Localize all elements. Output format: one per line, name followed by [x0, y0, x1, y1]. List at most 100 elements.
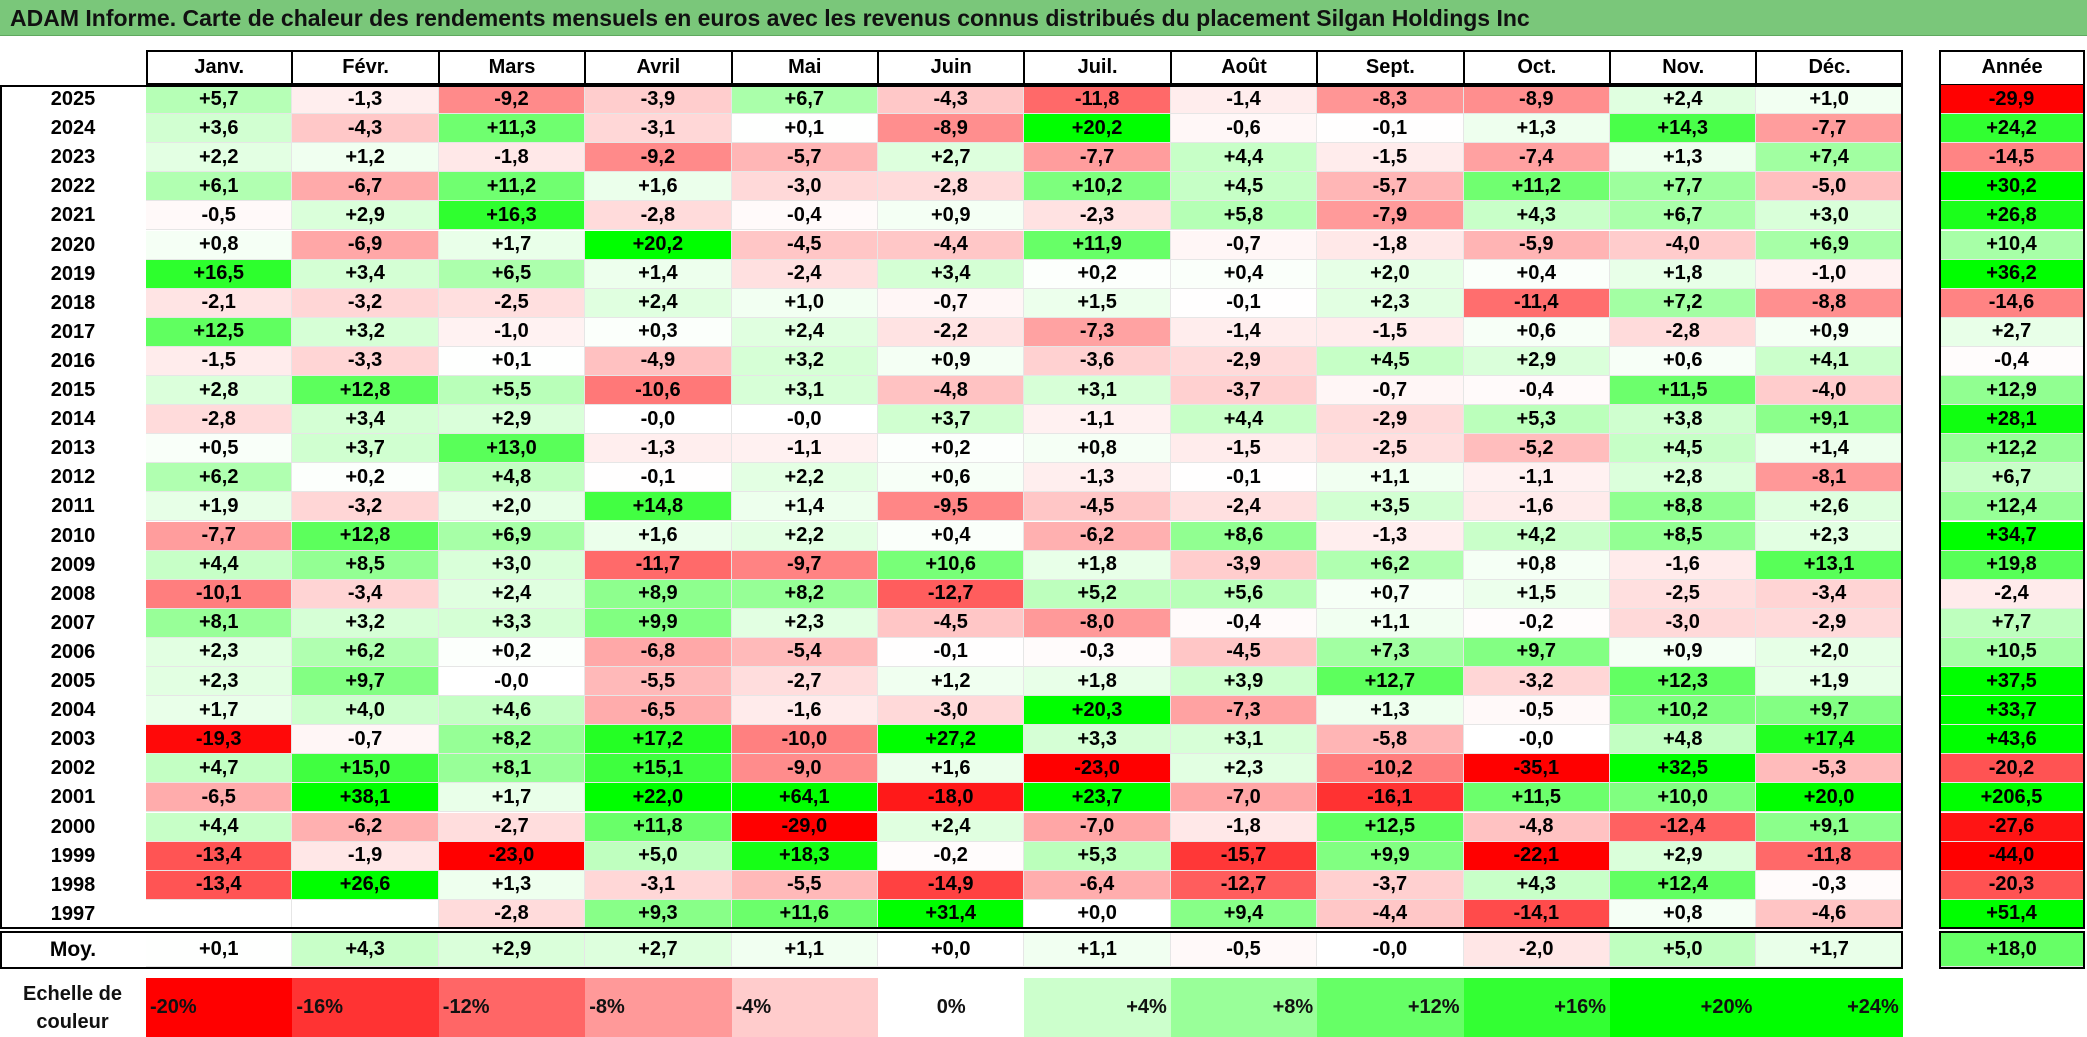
- heatmap-cell: +2,2: [731, 521, 878, 551]
- heatmap-cell: +6,2: [292, 637, 439, 667]
- heatmap-cell: +4,5: [1610, 434, 1757, 464]
- color-scale-stop: +24%: [1756, 978, 1903, 1037]
- heatmap-cell: -4,3: [878, 85, 1025, 115]
- heatmap-cell: -0,1: [585, 463, 732, 493]
- heatmap-cell: +3,0: [1756, 201, 1903, 231]
- annual-cell: -14,5: [1939, 143, 2085, 173]
- annual-cell: +12,4: [1939, 492, 2085, 522]
- heatmap-cell: -2,1: [146, 288, 293, 318]
- year-label: 2015: [0, 376, 146, 406]
- heatmap-cell: -0,1: [1170, 288, 1318, 318]
- heatmap-cell: +12,7: [1317, 667, 1464, 697]
- heatmap-cell: -5,8: [1317, 725, 1464, 755]
- heatmap-cell: +2,3: [146, 637, 293, 667]
- heatmap-cell: -4,3: [292, 114, 439, 144]
- heatmap-cell: +2,0: [1317, 259, 1464, 289]
- heatmap-cell: +17,4: [1756, 725, 1903, 755]
- heatmap-cell: +6,2: [146, 463, 293, 493]
- average-cell: +5,0: [1610, 932, 1757, 967]
- heatmap-cell: +11,9: [1024, 230, 1171, 260]
- heatmap-cell: -15,7: [1170, 841, 1318, 871]
- heatmap-cell: -13,4: [146, 841, 293, 871]
- heatmap-cell: +9,7: [1463, 637, 1610, 667]
- heatmap-cell: -11,7: [585, 550, 732, 580]
- heatmap-cell: -5,9: [1463, 230, 1610, 260]
- annual-cell: -20,2: [1939, 754, 2085, 784]
- heatmap-cell: +5,3: [1024, 841, 1171, 871]
- heatmap-cell: [146, 899, 293, 929]
- heatmap-cell: -1,5: [146, 346, 293, 376]
- heatmap-cell: -6,9: [292, 230, 439, 260]
- heatmap-cell: -35,1: [1463, 754, 1610, 784]
- heatmap-cell: +0,2: [878, 434, 1025, 464]
- heatmap-cell: +0,4: [1170, 259, 1318, 289]
- average-cell: +2,7: [585, 932, 732, 967]
- heatmap-cell: -14,1: [1463, 899, 1610, 929]
- year-label: 2004: [0, 696, 146, 726]
- heatmap-cell: +4,4: [1170, 143, 1318, 173]
- heatmap-cell: +8,5: [1610, 521, 1757, 551]
- column-header: Nov.: [1610, 50, 1757, 85]
- heatmap-cell: +1,2: [878, 667, 1025, 697]
- heatmap-cell: +1,2: [292, 143, 439, 173]
- heatmap-cell: -2,4: [1170, 492, 1318, 522]
- heatmap-cell: +3,8: [1610, 405, 1757, 435]
- heatmap-cell: -1,4: [1170, 85, 1318, 115]
- heatmap-cell: +4,2: [1463, 521, 1610, 551]
- color-scale-stop: -20%: [146, 978, 293, 1037]
- heatmap-cell: +0,6: [1463, 317, 1610, 347]
- heatmap-cell: -0,7: [878, 288, 1025, 318]
- year-label: 1999: [0, 841, 146, 871]
- annual-cell: +10,5: [1939, 637, 2085, 667]
- heatmap-cell: +2,3: [1317, 288, 1464, 318]
- heatmap-cell: +2,4: [731, 317, 878, 347]
- heatmap-cell: -0,6: [1170, 114, 1318, 144]
- color-scale-stop: -8%: [585, 978, 732, 1037]
- heatmap-cell: -7,9: [1317, 201, 1464, 231]
- annual-cell: +6,7: [1939, 463, 2085, 493]
- average-annual-cell: +18,0: [1939, 932, 2085, 967]
- heatmap-cell: +8,9: [585, 579, 732, 609]
- heatmap-cell: -10,6: [585, 376, 732, 406]
- heatmap-cell: +2,4: [438, 579, 586, 609]
- heatmap-cell: -0,2: [1463, 608, 1610, 638]
- heatmap-cell: -4,8: [878, 376, 1025, 406]
- annual-cell: +28,1: [1939, 405, 2085, 435]
- heatmap-cell: +6,9: [1756, 230, 1903, 260]
- annual-cell: +12,9: [1939, 376, 2085, 406]
- heatmap-cell: -3,9: [585, 85, 732, 115]
- average-cell: -0,5: [1170, 932, 1318, 967]
- column-header: Mars: [438, 50, 586, 85]
- heatmap-cell: -4,0: [1756, 376, 1903, 406]
- heatmap-cell: -0,4: [1170, 608, 1318, 638]
- year-label: 2019: [0, 259, 146, 289]
- heatmap-cell: +9,1: [1756, 405, 1903, 435]
- annual-cell: +2,7: [1939, 317, 2085, 347]
- heatmap-cell: +2,9: [292, 201, 439, 231]
- column-header: Déc.: [1756, 50, 1903, 85]
- heatmap-cell: +10,2: [1024, 172, 1171, 202]
- heatmap-cell: +18,3: [731, 841, 878, 871]
- color-scale-stop: -16%: [292, 978, 439, 1037]
- heatmap-cell: +2,9: [1463, 346, 1610, 376]
- year-label: 2001: [0, 783, 146, 813]
- average-cell: +0,1: [146, 932, 293, 967]
- heatmap-cell: -23,0: [1024, 754, 1171, 784]
- heatmap-cell: +1,7: [146, 696, 293, 726]
- heatmap-cell: -6,5: [585, 696, 732, 726]
- heatmap-cell: +2,3: [1756, 521, 1903, 551]
- annual-cell: -0,4: [1939, 346, 2085, 376]
- heatmap-cell: +5,8: [1170, 201, 1318, 231]
- heatmap-cell: +23,7: [1024, 783, 1171, 813]
- column-header: Août: [1170, 50, 1318, 85]
- heatmap-cell: +12,5: [1317, 812, 1464, 842]
- heatmap-cell: +1,7: [438, 230, 586, 260]
- heatmap-cell: +0,4: [1463, 259, 1610, 289]
- heatmap-cell: +0,9: [1610, 637, 1757, 667]
- average-cell: +1,1: [731, 932, 878, 967]
- heatmap-cell: -7,7: [146, 521, 293, 551]
- heatmap-cell: -3,2: [292, 288, 439, 318]
- heatmap-cell: +64,1: [731, 783, 878, 813]
- heatmap-cell: -7,7: [1756, 114, 1903, 144]
- annual-cell: -29,9: [1939, 85, 2085, 115]
